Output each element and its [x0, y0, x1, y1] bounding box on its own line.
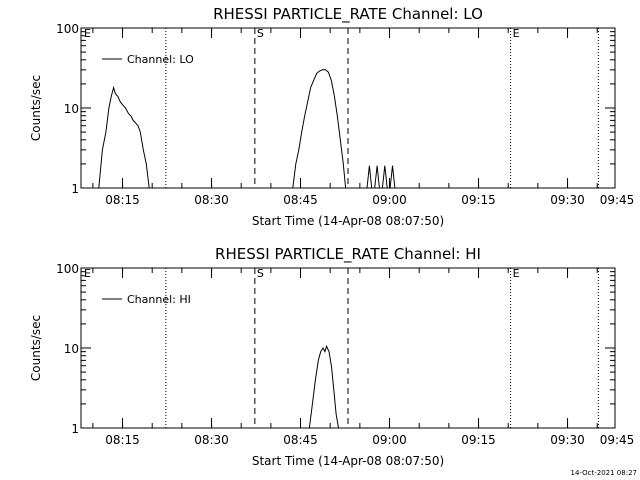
x-tick-label: 08:30 — [194, 433, 229, 447]
event-label-e: E — [513, 267, 520, 280]
legend-label: Channel: HI — [127, 293, 191, 306]
hi-channel-panel: RHESSI PARTICLE_RATE Channel: HI Counts/s… — [29, 245, 634, 468]
footer-timestamp: 14-Oct-2021 08:27 — [571, 469, 637, 477]
y-tick-label: 1 — [71, 182, 79, 196]
series-line-channel-lo — [366, 165, 373, 189]
y-tick-label: 10 — [64, 342, 79, 356]
x-tick-label: 09:45 — [600, 433, 635, 447]
x-tick-label: 08:45 — [283, 193, 318, 207]
x-axis-label: Start Time (14-Apr-08 08:07:50) — [252, 214, 444, 228]
series-line-channel-lo — [292, 69, 347, 189]
event-label-s: S — [257, 267, 264, 280]
y-tick-label: 10 — [64, 102, 79, 116]
event-label-e: E — [84, 27, 91, 40]
x-tick-label: 08:15 — [105, 193, 140, 207]
x-tick-label: 09:00 — [372, 193, 407, 207]
x-tick-label: 08:15 — [105, 433, 140, 447]
y-tick-label: 100 — [56, 22, 79, 36]
y-tick-label: 1 — [71, 422, 79, 436]
x-tick-label: 09:15 — [461, 433, 496, 447]
y-tick-label: 100 — [56, 262, 79, 276]
x-tick-label: 09:30 — [550, 193, 585, 207]
series-line-channel-lo — [374, 165, 380, 189]
series-line-channel-lo — [98, 85, 150, 189]
x-tick-label: 09:00 — [372, 433, 407, 447]
series-line-channel-lo — [381, 165, 388, 189]
event-label-e: E — [84, 267, 91, 280]
lo-channel-panel: RHESSI PARTICLE_RATE Channel: LO Counts/s… — [29, 5, 634, 228]
event-label-e: E — [513, 27, 520, 40]
series-line-channel-hi — [308, 344, 339, 429]
x-tick-label: 08:45 — [283, 433, 318, 447]
chart-title: RHESSI PARTICLE_RATE Channel: LO — [213, 5, 483, 24]
x-tick-label: 08:30 — [194, 193, 229, 207]
legend-label: Channel: LO — [127, 53, 194, 66]
x-axis-label: Start Time (14-Apr-08 08:07:50) — [252, 454, 444, 468]
y-axis-label: Counts/sec — [29, 75, 43, 141]
x-tick-label: 09:30 — [550, 433, 585, 447]
series-line-channel-lo — [389, 165, 396, 189]
x-tick-label: 09:45 — [600, 193, 635, 207]
y-axis-label: Counts/sec — [29, 315, 43, 381]
event-label-s: S — [257, 27, 264, 40]
x-tick-label: 09:15 — [461, 193, 496, 207]
chart-title: RHESSI PARTICLE_RATE Channel: HI — [215, 245, 481, 264]
